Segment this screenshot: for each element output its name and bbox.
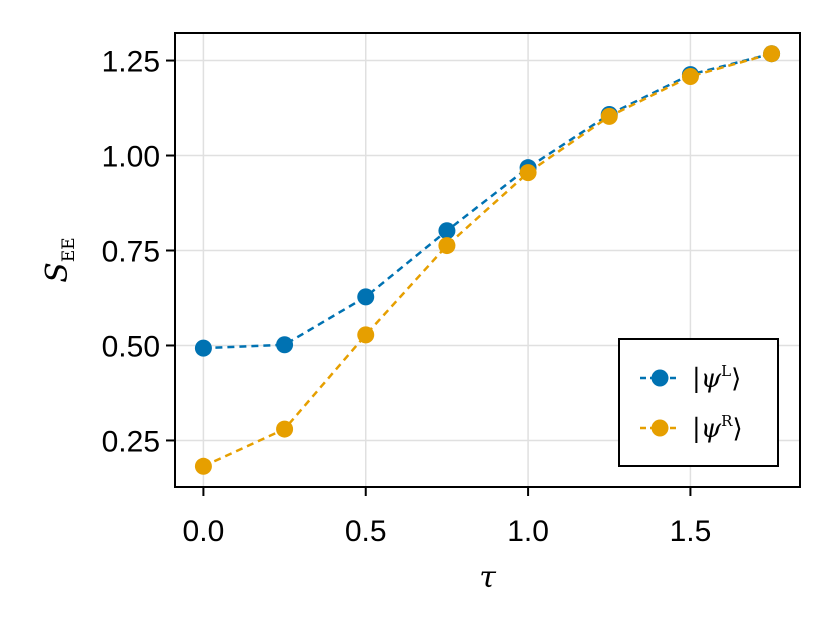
series-1-point	[276, 336, 294, 354]
x-tick-label: 1.0	[507, 515, 549, 548]
legend-label-superscript: L	[721, 362, 731, 380]
y-tick-label: 1.25	[102, 46, 160, 79]
axis-ticks: 0.0 0.5 1.0 1.5 0.25 0.50 0.75 1.00 1.25	[102, 46, 712, 548]
legend: |ψL⟩|ψR⟩	[618, 338, 779, 467]
legend-swatch-marker	[651, 419, 669, 437]
y-axis-label-subscript: EE	[59, 237, 79, 262]
series-2-point	[438, 237, 456, 255]
plot-frame	[174, 32, 801, 488]
series-2-point	[276, 420, 294, 438]
legend-box	[618, 338, 779, 467]
y-tick-label: 0.75	[102, 236, 160, 269]
legend-label-main: |ψ	[692, 414, 722, 444]
legend-label: |ψR⟩	[692, 412, 743, 444]
x-tick-label: 1.5	[670, 515, 712, 548]
series-2-point	[600, 107, 618, 125]
legend-label-close: ⟩	[732, 414, 742, 444]
x-tick-label: 0.5	[345, 515, 387, 548]
series-1-point	[194, 339, 212, 357]
series-2-point	[763, 45, 781, 63]
legend-label-superscript: R	[721, 412, 733, 430]
y-tick-label: 0.25	[102, 425, 160, 458]
y-axis-label-main: S	[40, 262, 75, 283]
x-tick-label: 0.0	[183, 515, 225, 548]
y-tick-label: 1.00	[102, 141, 160, 174]
series-2-point	[194, 457, 212, 475]
x-axis-label-text: τ	[479, 560, 496, 595]
x-axis-label: τ	[479, 560, 496, 595]
y-axis-label: SEE	[40, 237, 79, 282]
legend-label-close: ⟩	[731, 364, 741, 394]
y-tick-label: 0.50	[102, 330, 160, 363]
legend-label: |ψL⟩	[692, 362, 741, 394]
series-1-point	[438, 222, 456, 240]
y-axis-label-group: SEE	[40, 237, 79, 282]
series-2-point	[357, 326, 375, 344]
legend-swatch-marker	[651, 369, 669, 387]
series-2-point	[519, 164, 537, 182]
series-line-1	[203, 52, 772, 350]
series-2-point	[681, 68, 699, 86]
series-1-point	[357, 288, 375, 306]
legend-label-main: |ψ	[692, 364, 722, 394]
series-layer	[194, 45, 781, 475]
series-line-2	[202, 52, 772, 468]
y-axis-label-text: SEE	[40, 237, 79, 282]
